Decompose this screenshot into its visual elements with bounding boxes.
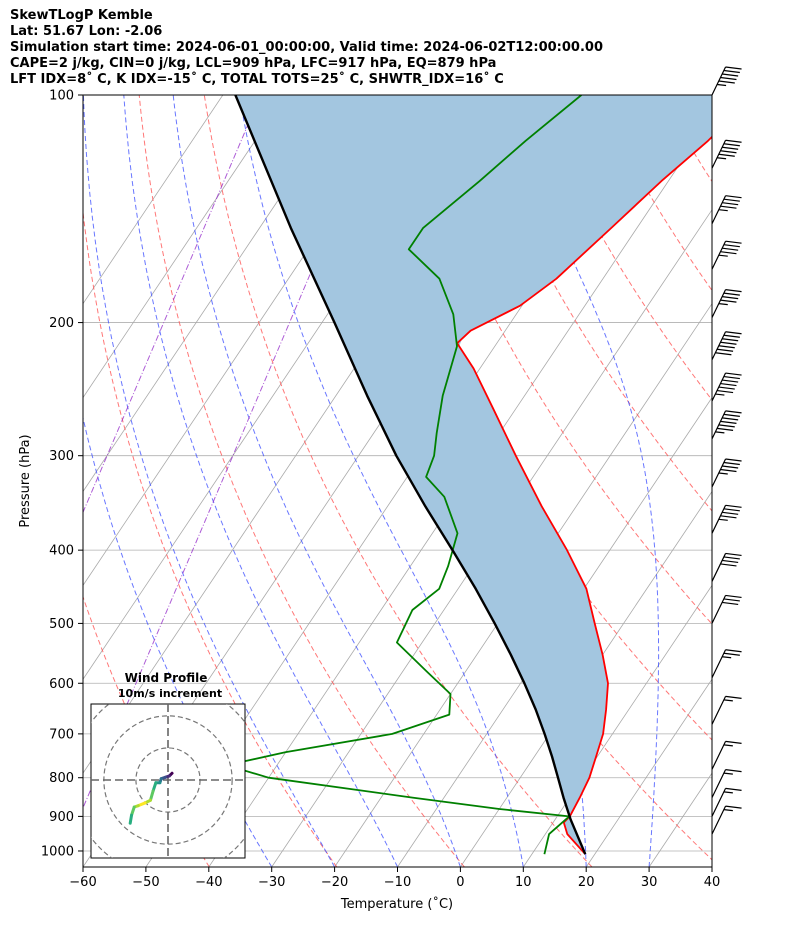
wind-barb: [711, 240, 742, 270]
cape-area: [235, 95, 712, 855]
wind-barb: [711, 649, 742, 679]
parcel-profile-line: [234, 95, 587, 855]
y-axis-label: Pressure (hPa): [18, 434, 33, 527]
wind-barb: [711, 695, 742, 725]
y-tick-label: 700: [49, 727, 74, 742]
y-tick-label: 200: [49, 316, 74, 331]
inset-title: Wind Profile: [125, 671, 208, 685]
stability-indices-1: CAPE=2 j/kg, CIN=0 j/kg, LCL=909 hPa, LF…: [10, 56, 497, 71]
moist-adiabat-line: [172, 95, 461, 867]
isotherm-line: [397, 396, 712, 867]
isotherm-line: [334, 302, 712, 867]
x-tick-label: 10: [515, 875, 532, 890]
y-tick-label: 300: [49, 449, 74, 464]
wind-barb: [711, 66, 742, 96]
mixing-ratio-line: [83, 95, 387, 810]
wind-barb: [711, 787, 742, 817]
x-tick-label: −30: [258, 875, 285, 890]
wind-barb: [711, 139, 742, 169]
moist-adiabat-line: [711, 863, 712, 867]
isotherm-line: [83, 95, 287, 399]
simulation-times: Simulation start time: 2024-06-01_00:00:…: [10, 40, 603, 55]
y-tick-label: 600: [49, 677, 74, 692]
isotherm-line: [271, 209, 712, 867]
x-tick-label: −50: [132, 875, 159, 890]
isotherm-line: [83, 95, 349, 493]
wind-barb: [711, 594, 742, 624]
x-axis-label: Temperature (˚C): [340, 896, 453, 912]
isotherm-line: [522, 584, 712, 867]
hodograph-segment: [128, 813, 134, 825]
wind-barb: [711, 195, 742, 224]
wind-barb: [711, 410, 742, 440]
dry-adiabat-line: [83, 208, 338, 867]
inset-subtitle: 10m/s increment: [118, 687, 222, 700]
dry-adiabat-line: [399, 95, 712, 625]
wind-barb: [711, 740, 742, 770]
wind-barb: [711, 805, 742, 835]
station-title: SkewTLogP Kemble: [10, 8, 153, 23]
dry-adiabat-line: [726, 95, 794, 867]
station-location: Lat: 51.67 Lon: -2.06: [10, 24, 163, 39]
y-tick-label: 100: [49, 89, 74, 104]
x-tick-label: 20: [578, 875, 595, 890]
x-tick-label: −10: [384, 875, 411, 890]
hodograph-segment: [148, 789, 155, 802]
wind-barb: [711, 372, 742, 402]
dry-adiabat-line: [138, 95, 465, 867]
x-tick-label: −40: [195, 875, 222, 890]
y-tick-label: 400: [49, 544, 74, 559]
isotherm-line: [648, 772, 712, 867]
stability-indices-2: LFT IDX=8˚ C, K IDX=-15˚ C, TOTAL TOTS=2…: [10, 72, 504, 87]
x-tick-label: −20: [321, 875, 348, 890]
wind-barb: [711, 504, 742, 534]
temperature-profile-line: [456, 135, 712, 855]
x-tick-label: 30: [641, 875, 658, 890]
x-tick-label: 40: [704, 875, 721, 890]
isotherm-line: [83, 95, 224, 305]
y-tick-label: 1000: [41, 844, 74, 859]
moist-adiabat-line: [123, 95, 398, 867]
y-tick-label: 900: [49, 810, 74, 825]
y-tick-label: 500: [49, 617, 74, 632]
x-tick-label: 0: [456, 875, 464, 890]
y-tick-label: 800: [49, 771, 74, 786]
mixing-ratio-line: [83, 95, 262, 514]
isotherm-line: [585, 678, 712, 867]
wind-barb: [711, 289, 742, 318]
wind-barb: [711, 331, 742, 361]
wind-barb: [711, 552, 742, 582]
x-tick-label: −60: [69, 875, 96, 890]
figure-header: SkewTLogP Kemble Lat: 51.67 Lon: -2.06 S…: [10, 8, 603, 88]
wind-barb: [711, 769, 742, 798]
dewpoint-profile-line: [225, 95, 582, 855]
wind-barb: [711, 458, 742, 488]
